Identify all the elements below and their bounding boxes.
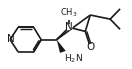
Polygon shape xyxy=(57,40,66,53)
Circle shape xyxy=(66,25,72,30)
Text: H$_2$N: H$_2$N xyxy=(64,53,83,65)
Text: N: N xyxy=(65,22,73,32)
Text: N: N xyxy=(7,34,15,44)
Circle shape xyxy=(88,45,93,49)
Text: O: O xyxy=(86,42,94,52)
Text: CH$_3$: CH$_3$ xyxy=(60,7,78,19)
